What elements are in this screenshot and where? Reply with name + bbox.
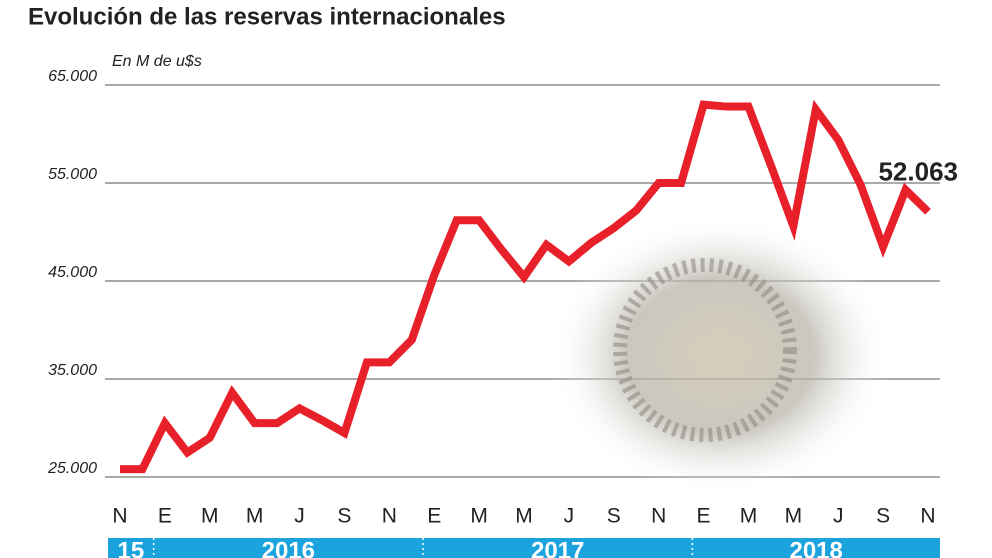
x-tick-label: S (337, 505, 351, 528)
x-tick-label: S (607, 505, 621, 528)
x-tick-label: M (470, 505, 488, 528)
x-tick-label: M (785, 505, 803, 528)
x-tick-label: E (427, 505, 441, 528)
y-tick-label: 55.000 (48, 166, 97, 183)
data-line (120, 99, 931, 474)
x-tick-label: N (920, 505, 935, 528)
x-tick-label: S (876, 505, 890, 528)
value-label: 52.063 (878, 157, 958, 187)
x-tick-label: M (201, 505, 219, 528)
chart-subtitle: En M de u$s (112, 53, 202, 70)
y-tick-label: 25.000 (47, 460, 97, 477)
x-tick-label: M (246, 505, 264, 528)
x-tick-label: N (112, 505, 127, 528)
vault-door (613, 258, 797, 442)
year-band (108, 538, 940, 558)
vault-illustration (550, 215, 890, 495)
x-tick-label: E (158, 505, 172, 528)
year-label: 15 (117, 537, 144, 558)
x-tick-label: E (697, 505, 711, 528)
x-tick-label: J (294, 505, 305, 528)
x-tick-label: J (564, 505, 575, 528)
year-label: 2018 (789, 537, 842, 558)
y-tick-label: 45.000 (48, 264, 97, 281)
x-tick-label: J (833, 505, 844, 528)
year-label: 2016 (262, 537, 315, 558)
x-tick-label: M (515, 505, 533, 528)
y-tick-label: 35.000 (48, 362, 97, 379)
x-tick-label: N (651, 505, 666, 528)
chart-title: Evolución de las reservas internacionale… (28, 3, 506, 30)
x-tick-label: N (382, 505, 397, 528)
year-label: 2017 (531, 537, 584, 558)
y-tick-label: 65.000 (48, 68, 97, 85)
x-tick-label: M (740, 505, 758, 528)
